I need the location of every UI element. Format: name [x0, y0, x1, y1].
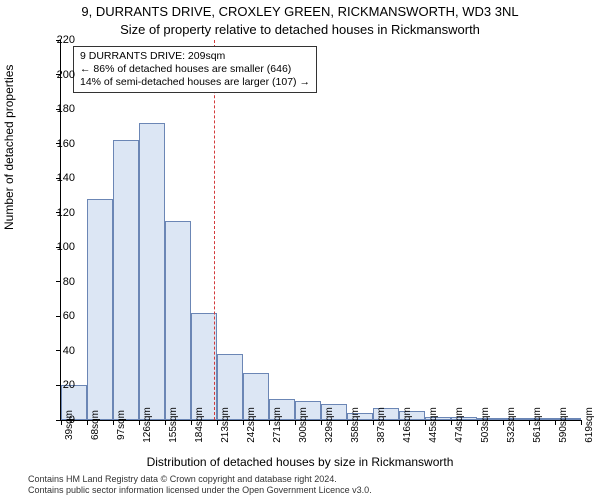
- xtick-mark: [87, 420, 88, 425]
- annotation-box: 9 DURRANTS DRIVE: 209sqm ← 86% of detach…: [73, 46, 317, 93]
- histogram-bar: [165, 221, 191, 420]
- xtick-label: 184sqm: [194, 407, 205, 443]
- xtick-label: 329sqm: [324, 407, 335, 443]
- ytick-label: 40: [45, 345, 75, 357]
- xtick-mark: [139, 420, 140, 425]
- ytick-label: 120: [45, 207, 75, 219]
- ytick-label: 80: [45, 276, 75, 288]
- xtick-mark: [191, 420, 192, 425]
- xtick-mark: [373, 420, 374, 425]
- plot-area: 9 DURRANTS DRIVE: 209sqm ← 86% of detach…: [60, 40, 581, 421]
- xtick-mark: [165, 420, 166, 425]
- xtick-label: 97sqm: [116, 410, 127, 440]
- xtick-label: 68sqm: [90, 410, 101, 440]
- xtick-label: 590sqm: [558, 407, 569, 443]
- chart-title-sub: Size of property relative to detached ho…: [0, 22, 600, 37]
- footer-text: Contains HM Land Registry data © Crown c…: [28, 474, 372, 496]
- xtick-mark: [425, 420, 426, 425]
- ytick-label: 100: [45, 241, 75, 253]
- footer-line2: Contains public sector information licen…: [28, 485, 372, 496]
- xtick-mark: [555, 420, 556, 425]
- xtick-mark: [503, 420, 504, 425]
- reference-line: [214, 40, 215, 420]
- xtick-label: 474sqm: [454, 407, 465, 443]
- xtick-label: 213sqm: [220, 407, 231, 443]
- histogram-bar: [191, 313, 217, 420]
- xtick-label: 126sqm: [142, 407, 153, 443]
- xtick-label: 300sqm: [298, 407, 309, 443]
- xtick-mark: [451, 420, 452, 425]
- xtick-label: 387sqm: [376, 407, 387, 443]
- ytick-label: 160: [45, 138, 75, 150]
- xtick-label: 358sqm: [350, 407, 361, 443]
- xtick-label: 416sqm: [402, 407, 413, 443]
- xtick-label: 619sqm: [584, 407, 595, 443]
- xtick-mark: [295, 420, 296, 425]
- chart-title-main: 9, DURRANTS DRIVE, CROXLEY GREEN, RICKMA…: [0, 4, 600, 19]
- ytick-label: 140: [45, 172, 75, 184]
- ytick-label: 20: [45, 379, 75, 391]
- xtick-label: 503sqm: [480, 407, 491, 443]
- histogram-bar: [87, 199, 113, 420]
- y-axis-label: Number of detached properties: [2, 65, 16, 230]
- annotation-line3: 14% of semi-detached houses are larger (…: [80, 76, 310, 89]
- annotation-line1: 9 DURRANTS DRIVE: 209sqm: [80, 50, 310, 63]
- xtick-mark: [243, 420, 244, 425]
- xtick-mark: [477, 420, 478, 425]
- x-axis-label: Distribution of detached houses by size …: [0, 455, 600, 469]
- footer-line1: Contains HM Land Registry data © Crown c…: [28, 474, 372, 485]
- chart-container: 9, DURRANTS DRIVE, CROXLEY GREEN, RICKMA…: [0, 0, 600, 500]
- histogram-bar: [139, 123, 165, 420]
- xtick-mark: [217, 420, 218, 425]
- ytick-label: 200: [45, 69, 75, 81]
- xtick-mark: [399, 420, 400, 425]
- xtick-label: 445sqm: [428, 407, 439, 443]
- xtick-label: 561sqm: [532, 407, 543, 443]
- ytick-label: 60: [45, 310, 75, 322]
- histogram-bar: [113, 140, 139, 420]
- xtick-mark: [581, 420, 582, 425]
- xtick-mark: [347, 420, 348, 425]
- xtick-mark: [113, 420, 114, 425]
- xtick-mark: [269, 420, 270, 425]
- xtick-mark: [321, 420, 322, 425]
- xtick-label: 271sqm: [272, 407, 283, 443]
- xtick-label: 532sqm: [506, 407, 517, 443]
- annotation-line2: ← 86% of detached houses are smaller (64…: [80, 63, 310, 76]
- ytick-label: 220: [45, 34, 75, 46]
- ytick-label: 180: [45, 103, 75, 115]
- xtick-label: 242sqm: [246, 407, 257, 443]
- xtick-label: 155sqm: [168, 407, 179, 443]
- xtick-label: 39sqm: [64, 410, 75, 440]
- xtick-mark: [529, 420, 530, 425]
